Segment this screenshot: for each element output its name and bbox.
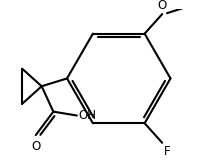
Text: F: F [164, 145, 171, 158]
Text: OH: OH [79, 109, 97, 122]
Text: O: O [31, 140, 40, 153]
Text: O: O [158, 0, 167, 12]
